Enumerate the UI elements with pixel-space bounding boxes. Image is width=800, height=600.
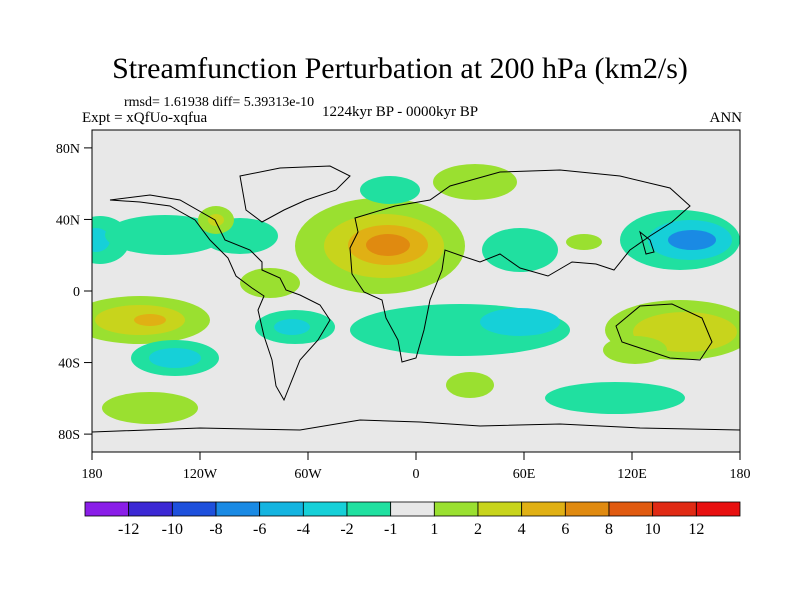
colorbar-swatch — [608, 501, 654, 517]
lon-tick-label: 120W — [183, 467, 218, 482]
anomaly-region — [274, 319, 310, 335]
colorbar-swatch — [477, 501, 523, 517]
colorbar-label: -12 — [118, 521, 139, 538]
anomaly-region — [240, 268, 300, 298]
colorbar-swatch — [302, 501, 348, 517]
lat-tick-label: 0 — [73, 285, 80, 300]
colorbar-swatch — [695, 501, 741, 517]
antarctica-coast — [92, 419, 740, 433]
anomaly-region — [446, 372, 494, 398]
anomaly-region — [480, 308, 560, 336]
anomaly-region — [482, 228, 558, 272]
colorbar-label: 4 — [518, 521, 526, 538]
lat-tick-label: 80N — [56, 142, 80, 157]
anomaly-region — [545, 382, 685, 414]
coastlines — [92, 165, 740, 433]
colorbar-label: -6 — [253, 521, 266, 538]
anomaly-region — [134, 314, 166, 326]
greenland-canada-coast — [239, 165, 351, 223]
anomaly-region — [92, 228, 110, 252]
map-area — [92, 130, 740, 452]
colorbar-label: 10 — [645, 521, 661, 538]
anomaly-region — [102, 392, 198, 424]
season-label: ANN — [709, 110, 743, 126]
lon-tick-label: 180 — [730, 467, 751, 482]
colorbar-swatch — [652, 501, 697, 517]
lon-tick-label: 120E — [617, 467, 647, 482]
lon-tick-label: 180 — [82, 467, 103, 482]
colorbar-swatch — [433, 501, 479, 517]
americas-coast — [109, 194, 331, 402]
anomaly-region — [149, 348, 201, 368]
anomaly-region — [208, 214, 224, 226]
anomaly-region — [603, 336, 667, 364]
colorbar-label: 12 — [688, 521, 704, 538]
anomaly-region — [668, 230, 716, 250]
colorbar-label: -2 — [340, 521, 353, 538]
australia-coast — [615, 303, 713, 361]
lon-tick-label: 60W — [294, 467, 322, 482]
colorbar-label: 6 — [561, 521, 569, 538]
latitude-axis: 80N 40N 0 40S 80S — [56, 142, 92, 443]
colorbar-swatch — [84, 501, 130, 517]
anomaly-region — [360, 176, 420, 204]
colorbar-label: 8 — [605, 521, 613, 538]
experiment-label: Expt = xQfUo-xqfua — [82, 110, 208, 126]
colorbar-label: 2 — [474, 521, 482, 538]
anomaly-region — [566, 234, 602, 250]
colorbar-swatch — [259, 501, 304, 517]
colorbar-label: 1 — [430, 521, 438, 538]
longitude-axis: 180 120W 60W 0 60E 120E 180 — [82, 452, 751, 482]
lat-tick-label: 40N — [56, 213, 80, 228]
anomaly-region — [105, 215, 225, 255]
lon-tick-label: 0 — [413, 467, 420, 482]
period-label: 1224kyr BP - 0000kyr BP — [322, 104, 479, 120]
japan-coast — [639, 230, 655, 255]
stats-label: rmsd= 1.61938 diff= 5.39313e-10 — [124, 95, 315, 110]
colorbar-label: -4 — [297, 521, 310, 538]
colorbar-label: -10 — [162, 521, 183, 538]
colorbar-swatch — [521, 501, 566, 517]
colorbar-swatch — [215, 501, 261, 517]
colorbar-label: -8 — [209, 521, 222, 538]
lon-tick-label: 60E — [513, 467, 536, 482]
colorbar-swatch — [128, 501, 173, 517]
colorbar: -12 -10 -8 -6 -4 -2 -1 1 2 4 6 8 10 12 — [84, 501, 741, 538]
plot-title: Streamfunction Perturbation at 200 hPa (… — [112, 52, 688, 85]
anomaly-region — [433, 164, 517, 200]
colorbar-swatch — [346, 501, 392, 517]
lat-tick-label: 40S — [58, 357, 80, 372]
colorbar-swatch — [390, 501, 435, 517]
colorbar-label: -1 — [384, 521, 397, 538]
eurasia-africa-coast — [349, 169, 691, 363]
anomaly-region — [366, 234, 410, 256]
colorbar-swatch — [564, 501, 610, 517]
colorbar-swatch — [171, 501, 217, 517]
lat-tick-label: 80S — [58, 428, 80, 443]
